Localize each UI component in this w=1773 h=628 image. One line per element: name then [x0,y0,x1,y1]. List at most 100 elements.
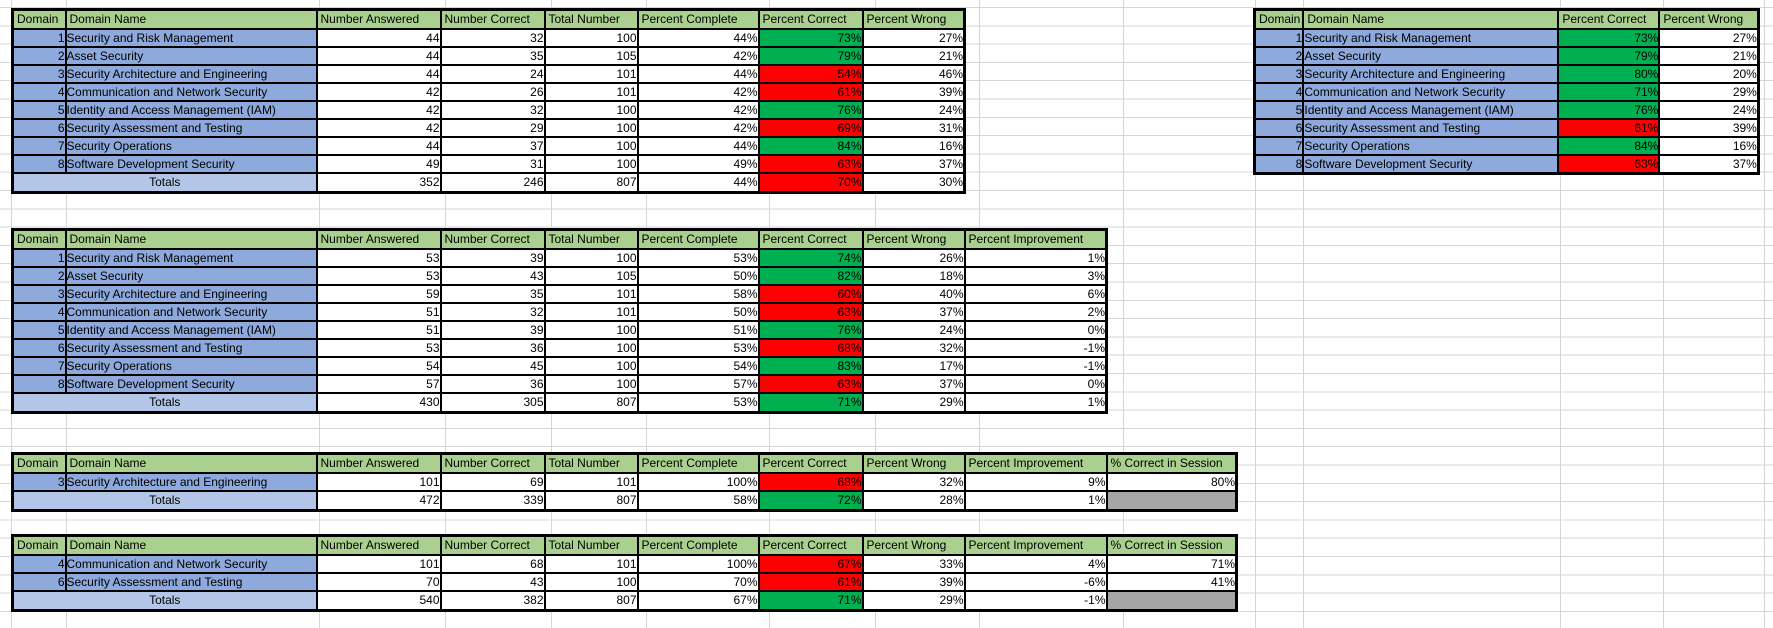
cell-percent-wrong[interactable]: 27% [861,28,966,48]
cell-percent-wrong[interactable]: 40% [861,284,966,304]
cell-number-answered[interactable]: 70 [315,572,442,592]
cell-number-answered[interactable]: 42 [315,118,442,138]
cell-total-number[interactable]: 100 [543,136,639,156]
cell-number-answered[interactable]: 101 [315,554,442,574]
cell-percent-wrong[interactable]: 37% [861,154,966,174]
cell-percent-wrong[interactable]: 39% [1658,118,1760,138]
cell-domain[interactable]: 4 [11,302,67,322]
column-header-percent-complete[interactable]: Percent Complete [636,228,760,250]
cell-domain-name[interactable]: Security Assessment and Testing [64,572,318,592]
cell-percent-wrong[interactable]: 18% [861,266,966,286]
cell-total-number[interactable]: 100 [543,338,639,358]
cell-number-correct[interactable]: 32 [439,100,546,120]
cell-percent-correct[interactable]: 80% [1557,64,1661,84]
cell-percent-improvement[interactable]: -1% [963,356,1108,376]
cell-domain[interactable]: 6 [1253,118,1305,138]
totals-percent-correct[interactable]: 71% [757,590,864,612]
cell-total-number[interactable]: 100 [543,100,639,120]
cell-percent-complete[interactable]: 100% [636,554,760,574]
cell-domain[interactable]: 4 [11,82,67,102]
cell-percent-wrong[interactable]: 16% [1658,136,1760,156]
column-header-domain-name[interactable]: Domain Name [64,534,318,556]
totals-label[interactable]: Totals [11,490,318,512]
cell-number-correct[interactable]: 31 [439,154,546,174]
cell-percent-correct[interactable]: 61% [1557,118,1661,138]
totals-total-number[interactable]: 807 [543,172,639,194]
column-header-domain[interactable]: Domain [11,534,67,556]
column-header-total-number[interactable]: Total Number [543,228,639,250]
cell-percent-improvement[interactable]: 0% [963,374,1108,394]
cell-number-answered[interactable]: 101 [315,472,442,492]
cell-number-answered[interactable]: 44 [315,64,442,84]
cell-percent-correct[interactable]: 84% [1557,136,1661,156]
cell-percent-complete[interactable]: 100% [636,472,760,492]
column-header-percent-correct[interactable]: Percent Correct [1557,8,1661,30]
cell-domain[interactable]: 8 [11,374,67,394]
cell-domain-name[interactable]: Asset Security [64,46,318,66]
cell-total-number[interactable]: 105 [543,266,639,286]
totals-total-number[interactable]: 807 [543,490,639,512]
cell-percent-correct[interactable]: 79% [757,46,864,66]
cell-percent-wrong[interactable]: 24% [861,100,966,120]
cell-percent-wrong[interactable]: 20% [1658,64,1760,84]
cell-percent-wrong[interactable]: 24% [1658,100,1760,120]
cell-total-number[interactable]: 100 [543,320,639,340]
column-header-total-number[interactable]: Total Number [543,452,639,474]
cell-total-number[interactable]: 100 [543,154,639,174]
cell-domain[interactable]: 3 [11,64,67,84]
column-header-percent-complete[interactable]: Percent Complete [636,8,760,30]
cell-percent-correct[interactable]: 63% [1557,154,1661,175]
cell-domain-name[interactable]: Asset Security [1302,46,1560,66]
cell-correct-in-session[interactable]: 71% [1105,554,1238,574]
column-header-percent-wrong[interactable]: Percent Wrong [861,534,966,556]
totals-percent-correct[interactable]: 70% [757,172,864,194]
column-header-percent-wrong[interactable]: Percent Wrong [861,228,966,250]
column-header-percent-improvement[interactable]: Percent Improvement [963,534,1108,556]
cell-percent-complete[interactable]: 42% [636,100,760,120]
cell-domain-name[interactable]: Communication and Network Security [64,554,318,574]
cell-domain[interactable]: 5 [11,320,67,340]
cell-percent-complete[interactable]: 58% [636,284,760,304]
cell-number-correct[interactable]: 35 [439,46,546,66]
totals-percent-wrong[interactable]: 28% [861,490,966,512]
cell-number-correct[interactable]: 37 [439,136,546,156]
column-header-total-number[interactable]: Total Number [543,534,639,556]
column-header-domain-name[interactable]: Domain Name [64,8,318,30]
totals-label[interactable]: Totals [11,172,318,194]
cell-domain-name[interactable]: Security Architecture and Engineering [64,64,318,84]
totals-correct-in-session-na[interactable] [1105,590,1238,612]
column-header-percent-wrong[interactable]: Percent Wrong [861,452,966,474]
cell-percent-correct[interactable]: 68% [757,472,864,492]
cell-percent-correct[interactable]: 63% [757,154,864,174]
cell-domain[interactable]: 3 [1253,64,1305,84]
cell-number-answered[interactable]: 53 [315,248,442,268]
cell-percent-wrong[interactable]: 17% [861,356,966,376]
column-header-percent-improvement[interactable]: Percent Improvement [963,228,1108,250]
cell-number-correct[interactable]: 45 [439,356,546,376]
totals-percent-correct[interactable]: 72% [757,490,864,512]
cell-number-correct[interactable]: 43 [439,572,546,592]
column-header-number-answered[interactable]: Number Answered [315,534,442,556]
cell-percent-correct[interactable]: 76% [757,320,864,340]
totals-percent-wrong[interactable]: 30% [861,172,966,194]
cell-number-correct[interactable]: 32 [439,28,546,48]
cell-domain-name[interactable]: Security Assessment and Testing [64,118,318,138]
totals-percent-improvement[interactable]: 1% [963,490,1108,512]
cell-percent-wrong[interactable]: 39% [861,572,966,592]
cell-total-number[interactable]: 100 [543,572,639,592]
cell-total-number[interactable]: 100 [543,28,639,48]
cell-percent-wrong[interactable]: 29% [1658,82,1760,102]
cell-number-correct[interactable]: 32 [439,302,546,322]
cell-percent-correct[interactable]: 83% [757,356,864,376]
cell-domain-name[interactable]: Asset Security [64,266,318,286]
cell-domain-name[interactable]: Identity and Access Management (IAM) [64,100,318,120]
totals-number-correct[interactable]: 305 [439,392,546,414]
cell-number-answered[interactable]: 51 [315,320,442,340]
cell-percent-complete[interactable]: 42% [636,46,760,66]
cell-percent-improvement[interactable]: -6% [963,572,1108,592]
column-header-number-correct[interactable]: Number Correct [439,8,546,30]
cell-number-correct[interactable]: 29 [439,118,546,138]
cell-domain-name[interactable]: Software Development Security [64,374,318,394]
cell-domain[interactable]: 2 [11,266,67,286]
